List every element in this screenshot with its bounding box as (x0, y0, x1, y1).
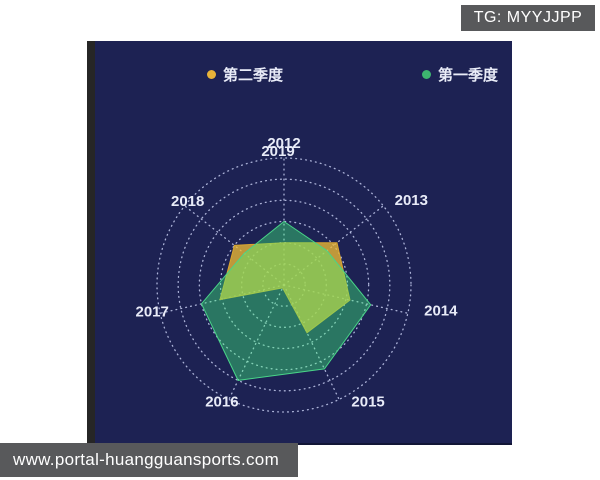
radar-axis-label-2012: 2012 (267, 135, 300, 152)
watermark-url-bar: www.portal-huangguansports.com (0, 443, 298, 477)
radar-axis-label-2017: 2017 (136, 303, 169, 320)
legend-label-q1: 第一季度 (438, 67, 499, 84)
radar-grid-ring (156, 157, 412, 413)
legend-dot-green-icon (422, 70, 431, 79)
watermark-url-text: www.portal-huangguansports.com (13, 450, 280, 469)
radar-axis-label-2018: 2018 (171, 193, 204, 210)
radar-series-q2 (219, 242, 351, 334)
radar-axis-label-2015: 2015 (351, 393, 384, 410)
tg-badge-text: TG: MYYJJPP (473, 9, 583, 26)
legend-dot-yellow-icon (207, 70, 216, 79)
radar-chart: 2012 2013 2014 2015 2016 2017 2018 2019 (136, 135, 458, 413)
radar-grid-ring (198, 199, 370, 371)
tg-badge: TG: MYYJJPP (461, 5, 595, 31)
radar-axis-label-2013: 2013 (395, 192, 428, 209)
legend-item-q1[interactable]: 第一季度 (422, 64, 498, 85)
radar-axis-label-2016: 2016 (205, 393, 238, 410)
radar-grid-ring (219, 220, 349, 350)
legend-label-q2: 第二季度 (223, 67, 284, 84)
radar-grid-ring (177, 178, 391, 392)
chart-panel: 第二季度 第一季度 2012 2013 2014 2015 2016 2017 2018 20… (87, 41, 512, 445)
radar-axis-label-2019: 2019 (261, 143, 294, 160)
radar-axis-label-2014: 2014 (424, 302, 458, 319)
radar-series-q1 (200, 220, 372, 381)
legend-item-q2[interactable]: 第二季度 (207, 64, 283, 85)
